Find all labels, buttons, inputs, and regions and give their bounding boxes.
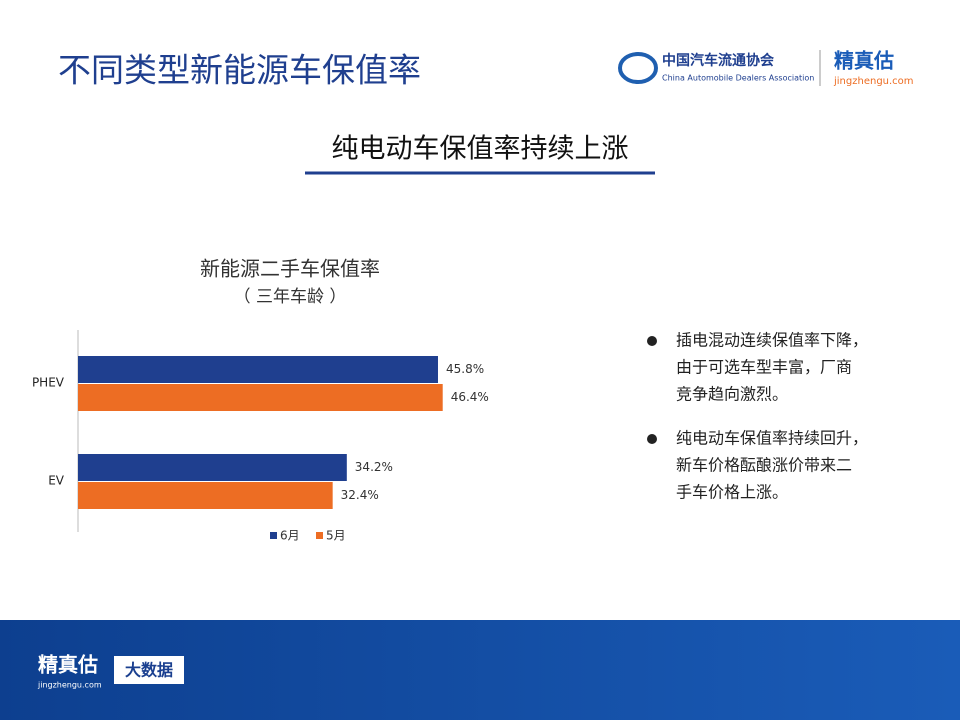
- bullet-text: 手车价格上涨。: [676, 483, 788, 502]
- data-label: 46.4%: [451, 390, 489, 404]
- footer-tag: 大数据: [125, 661, 173, 680]
- footer-brand: 精真估: [38, 653, 98, 677]
- bullet-text: 竞争趋向激烈。: [676, 385, 788, 404]
- bar: [78, 454, 347, 481]
- y-tick-label: EV: [48, 474, 65, 488]
- legend-swatch: [316, 532, 323, 539]
- chart-subtitle: （ 三年车龄 ）: [234, 287, 347, 307]
- bar: [78, 482, 333, 509]
- logo-en: China Automobile Dealers Association: [662, 74, 814, 83]
- brand-url: jingzhengu.com: [833, 76, 914, 87]
- logo-icon: [618, 52, 658, 84]
- chart-title: 新能源二手车保值率: [200, 257, 380, 281]
- bullet-text: 新车价格酝酿涨价带来二: [676, 456, 852, 475]
- bullet-dot: [647, 336, 657, 346]
- legend-label: 5月: [326, 529, 346, 543]
- data-label: 45.8%: [446, 362, 484, 376]
- brand: 精真估: [834, 49, 894, 73]
- headline: 纯电动车保值率持续上涨: [332, 134, 629, 165]
- data-label: 32.4%: [341, 488, 379, 502]
- bullet-text: 由于可选车型丰富，厂商: [676, 358, 852, 377]
- legend-label: 6月: [280, 529, 300, 543]
- footer-tag-box: [114, 656, 184, 684]
- bar: [78, 356, 438, 383]
- bullet-dot: [647, 434, 657, 444]
- bar: [78, 384, 443, 411]
- slide-title: 不同类型新能源车保值率: [58, 51, 421, 90]
- legend-swatch: [270, 532, 277, 539]
- data-label: 34.2%: [355, 460, 393, 474]
- logo-cn: 中国汽车流通协会: [662, 52, 775, 69]
- y-tick-label: PHEV: [32, 376, 65, 390]
- bullet-text: 纯电动车保值率持续回升，: [676, 429, 868, 448]
- bullet-text: 插电混动连续保值率下降，: [676, 331, 868, 350]
- footer-url: jingzhengu.com: [37, 681, 102, 690]
